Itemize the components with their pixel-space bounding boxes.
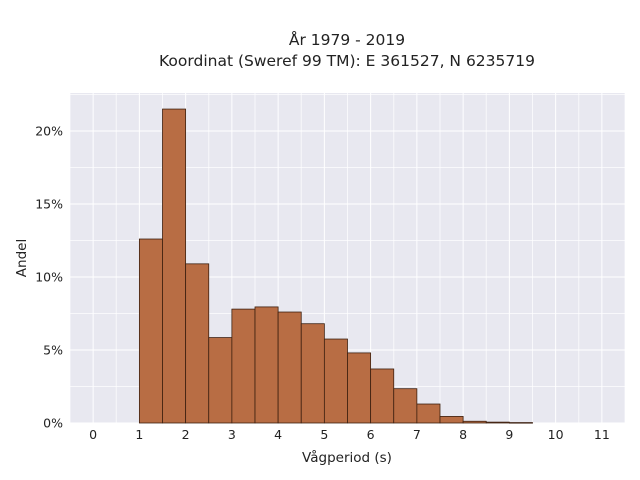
y-axis-label: Andel (14, 239, 30, 277)
histogram-bar (185, 263, 210, 424)
histogram-bar (370, 368, 395, 424)
histogram-bar (231, 308, 256, 424)
histogram-bar (254, 306, 279, 424)
x-tick-label: 3 (228, 427, 236, 442)
y-tick-label: 5% (43, 342, 63, 357)
chart-title-line-1: År 1979 - 2019 (289, 30, 405, 49)
histogram-bar (323, 338, 348, 424)
y-tick-label: 10% (35, 269, 63, 284)
x-tick-label: 7 (413, 427, 421, 442)
plot-area: 0 1 2 3 4 5 6 7 8 9 10 11 0% 5% 10% 15% 20% (35, 93, 626, 442)
x-tick-label: 10 (548, 427, 564, 442)
histogram-bar (416, 403, 441, 424)
chart-title-line-2: Koordinat (Sweref 99 TM): E 361527, N 62… (159, 52, 535, 70)
y-tick-label: 0% (43, 416, 63, 431)
histogram-bar (439, 416, 464, 424)
x-tick-label: 6 (367, 427, 375, 442)
histogram-bar (138, 238, 163, 424)
histogram-bar (462, 420, 487, 424)
x-axis-label: Vågperiod (s) (302, 449, 392, 466)
x-tick-label: 4 (274, 427, 282, 442)
histogram-bar (277, 311, 302, 424)
histogram-bar (208, 337, 233, 424)
histogram-bar (162, 108, 187, 424)
histogram-bar (508, 422, 533, 424)
histogram-bar (347, 352, 372, 424)
x-tick-label: 11 (594, 427, 610, 442)
x-tick-label: 2 (182, 427, 190, 442)
x-tick-label: 9 (505, 427, 513, 442)
x-tick-label: 5 (320, 427, 328, 442)
x-tick-label: 0 (89, 427, 97, 442)
x-tick-label: 1 (135, 427, 143, 442)
y-tick-label: 15% (35, 196, 63, 211)
y-tick-label: 20% (35, 123, 63, 138)
x-tick-label: 8 (459, 427, 467, 442)
histogram-bar (300, 323, 325, 424)
histogram-bar (485, 421, 510, 424)
histogram-bar (393, 388, 418, 424)
